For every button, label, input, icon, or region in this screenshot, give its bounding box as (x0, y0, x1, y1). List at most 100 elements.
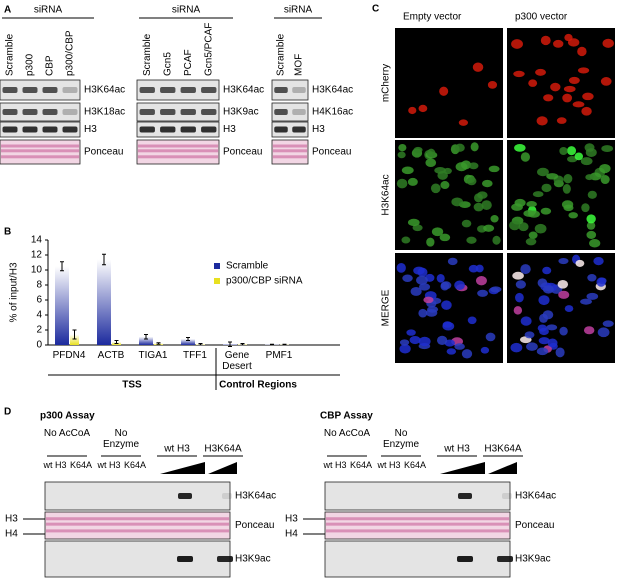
cell (532, 191, 544, 198)
y-tick-label: 14 (31, 235, 43, 246)
panel-label: C (372, 4, 379, 15)
band (42, 109, 58, 115)
band (180, 126, 196, 133)
y-tick-label: 0 (36, 340, 42, 351)
cell (583, 326, 595, 335)
cell (425, 158, 437, 168)
cell (580, 298, 592, 305)
lane-label: wt H3 (323, 460, 347, 470)
cell (526, 201, 537, 208)
lane-label: Gcn5 (162, 52, 173, 76)
cell (564, 305, 574, 313)
band (160, 109, 176, 115)
lane-label: wt H3 (97, 460, 121, 470)
band (180, 87, 196, 93)
cell (418, 308, 428, 318)
band (180, 109, 196, 115)
legend-label: Scramble (226, 261, 269, 272)
condition-label: H3K64A (204, 444, 242, 455)
cell (572, 101, 585, 108)
cell (430, 183, 441, 194)
marker-label: H3 (5, 514, 18, 525)
cell (558, 290, 570, 299)
band (458, 493, 472, 499)
ponceau-band (46, 522, 229, 526)
cell (439, 86, 449, 96)
lane-label: wt H3 (43, 460, 67, 470)
blot (324, 481, 511, 511)
cell (546, 324, 558, 331)
row-label: H3K18ac (84, 107, 125, 118)
bar (181, 339, 195, 345)
cell (483, 224, 495, 232)
cell (537, 278, 548, 288)
cell (418, 336, 431, 347)
cell (562, 184, 571, 194)
cell (566, 146, 577, 156)
cell (586, 214, 596, 224)
row-label: Ponceau (515, 520, 554, 531)
lane-label-box: K64A (404, 460, 426, 470)
cell (563, 85, 576, 93)
row-label: H3K9ac (223, 107, 259, 118)
marker-label: H3 (285, 514, 298, 525)
cell (419, 283, 431, 291)
cell (440, 181, 450, 189)
cell (546, 173, 559, 180)
cell (599, 163, 611, 174)
cell (472, 62, 484, 72)
ponceau-band (138, 149, 218, 153)
ponceau-band (326, 529, 509, 533)
column-label: Empty vector (403, 12, 462, 23)
cell (593, 256, 604, 266)
band (139, 87, 155, 93)
row-label: Ponceau (223, 147, 262, 158)
band (62, 126, 78, 133)
cell (585, 174, 594, 181)
band (2, 109, 18, 115)
cell (413, 146, 423, 154)
y-tick-label: 8 (36, 280, 42, 291)
band (139, 126, 155, 133)
cell (574, 152, 584, 161)
cell (602, 38, 614, 48)
cell (410, 286, 422, 296)
cell (423, 296, 434, 304)
panel-label: D (4, 407, 11, 418)
cell (407, 177, 418, 186)
blot (0, 102, 81, 122)
x-tick-label-box: Gene Desert (222, 350, 251, 372)
cell (406, 329, 416, 336)
cell (547, 338, 558, 348)
blot (271, 102, 309, 122)
error-bar (144, 334, 148, 340)
cell (555, 347, 565, 358)
lane-label-box: K64A (70, 460, 92, 470)
cell (485, 332, 496, 342)
cell (442, 321, 455, 331)
cell (509, 220, 521, 231)
band (178, 493, 192, 499)
cell (513, 70, 525, 78)
cell (510, 342, 523, 353)
cell (582, 92, 594, 101)
band (22, 126, 38, 133)
cell (568, 76, 580, 84)
condition-label-box: No Enzyme (383, 428, 419, 450)
cell (581, 106, 592, 116)
cell (514, 198, 526, 207)
cell (536, 347, 549, 356)
lane-label: Scramble (5, 33, 16, 76)
cell (600, 77, 612, 86)
cell (399, 344, 411, 354)
band (160, 126, 176, 133)
cell (477, 289, 489, 297)
x-tick-label: ACTB (97, 350, 125, 361)
cell (401, 236, 411, 244)
lane-label: Scramble (276, 33, 287, 76)
cell (562, 93, 573, 103)
cell (454, 143, 465, 152)
lane-label: K64A (349, 460, 373, 470)
cell (482, 179, 493, 188)
cell (575, 259, 585, 267)
